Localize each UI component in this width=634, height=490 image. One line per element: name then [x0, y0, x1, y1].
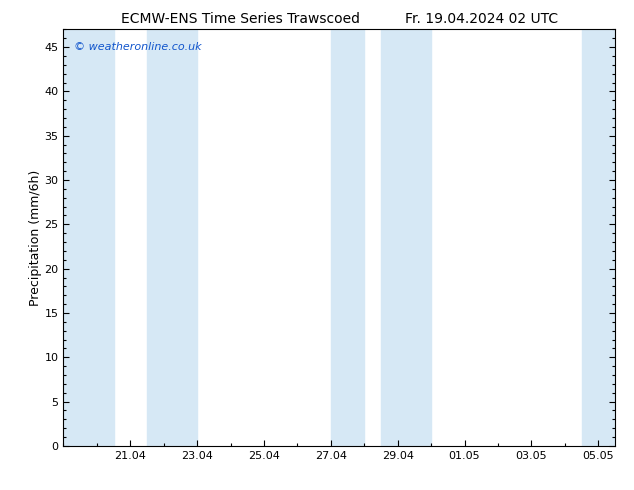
Bar — [581, 29, 615, 446]
Bar — [381, 29, 431, 446]
Text: © weatheronline.co.uk: © weatheronline.co.uk — [74, 42, 202, 52]
Y-axis label: Precipitation (mm/6h): Precipitation (mm/6h) — [29, 170, 42, 306]
Bar — [63, 29, 113, 446]
Text: ECMW-ENS Time Series Trawscoed: ECMW-ENS Time Series Trawscoed — [122, 12, 360, 26]
Text: Fr. 19.04.2024 02 UTC: Fr. 19.04.2024 02 UTC — [405, 12, 559, 26]
Bar — [147, 29, 197, 446]
Bar — [331, 29, 365, 446]
